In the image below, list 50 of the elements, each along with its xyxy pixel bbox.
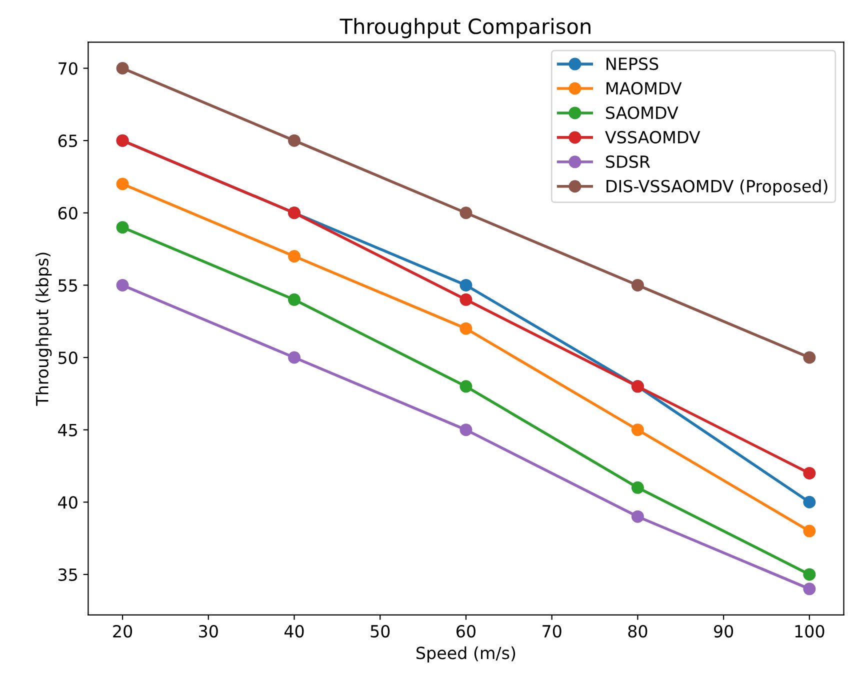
point	[116, 221, 129, 234]
legend-label: DIS-VSSAOMDV (Proposed)	[606, 180, 828, 196]
point	[116, 178, 129, 190]
point	[803, 582, 816, 596]
point	[631, 278, 644, 292]
x-tick-label: 30	[199, 624, 218, 638]
legend-label: VSSAOMDV	[605, 130, 700, 144]
point	[460, 293, 472, 306]
y-tick-label: 35	[58, 568, 78, 582]
point	[803, 466, 816, 480]
point	[803, 496, 816, 508]
x-tick-label: 50	[370, 624, 390, 638]
legend-label: MAOMDV	[606, 82, 682, 95]
point	[116, 278, 129, 292]
y-tick-label: 65	[58, 134, 78, 148]
point	[803, 568, 816, 581]
x-tick-label: 40	[284, 624, 304, 638]
point	[803, 351, 816, 364]
x-tick-label: 70	[542, 624, 562, 638]
x-tick-label: 20	[113, 624, 132, 638]
point	[460, 278, 472, 292]
y-tick-label: 55	[58, 279, 78, 292]
point	[631, 481, 644, 494]
x-tick-label: 90	[714, 624, 734, 638]
y-tick-label: 40	[58, 496, 78, 509]
point	[803, 524, 816, 538]
y-tick-label: 60	[58, 206, 78, 220]
point	[460, 380, 472, 393]
point	[288, 351, 301, 364]
point	[288, 293, 301, 306]
x-tick-label: 100	[795, 624, 824, 638]
point	[460, 322, 472, 335]
point	[116, 62, 129, 75]
legend-label: SDSR	[606, 155, 650, 168]
x-tick-label: 80	[628, 624, 648, 638]
y-tick-label: 50	[58, 351, 78, 364]
point	[460, 206, 472, 220]
y-axis-title: Throughput (kbps)	[36, 252, 52, 406]
legend-label: SAOMDV	[606, 106, 678, 120]
y-tick-label: 45	[58, 424, 78, 436]
x-axis-title: Speed (m/s)	[416, 646, 516, 662]
point	[288, 250, 301, 263]
y-tick-label: 70	[58, 62, 78, 75]
point	[631, 424, 644, 436]
point	[631, 510, 644, 523]
point	[288, 134, 301, 147]
chart-title: Throughput Comparison	[340, 18, 590, 38]
legend-label: NEPSS	[606, 58, 658, 70]
point	[460, 424, 472, 436]
x-tick-label: 60	[456, 624, 476, 638]
